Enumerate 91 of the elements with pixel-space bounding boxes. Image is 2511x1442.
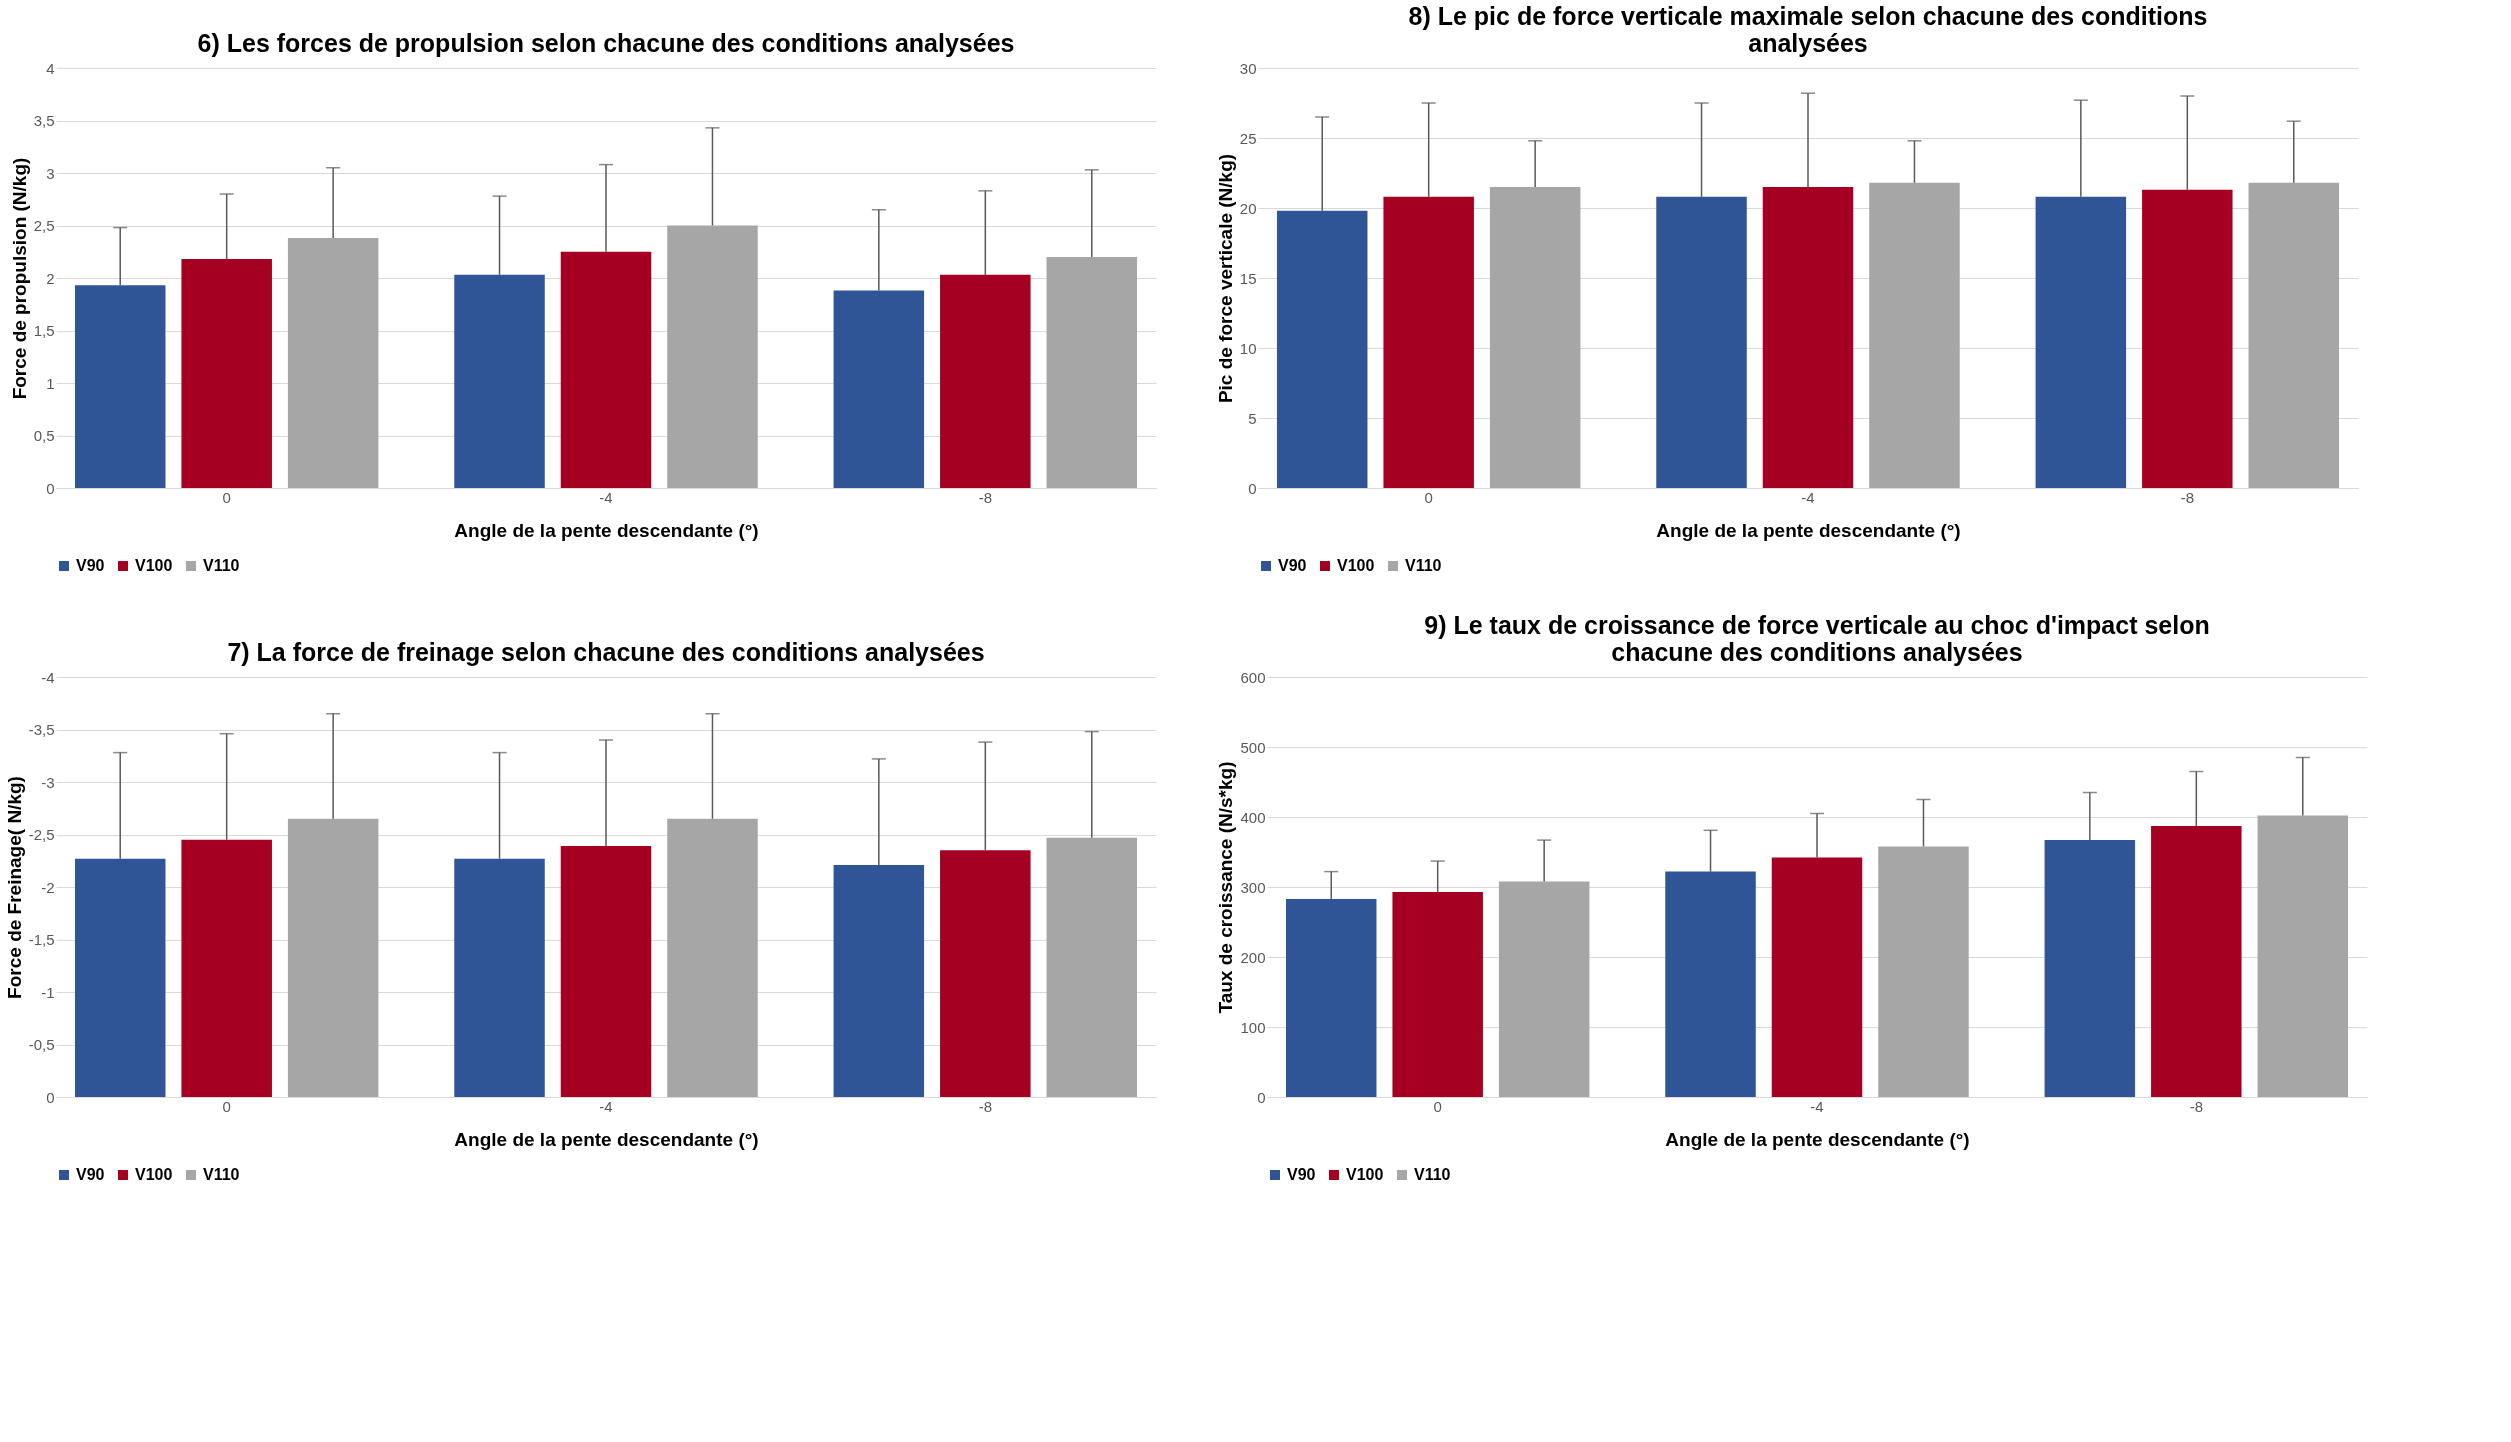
y-tick-label: 300 [1240,878,1266,896]
y-tick-label: 200 [1240,948,1266,966]
y-tick-label: -1 [41,983,55,1001]
y-tick-label: -2,5 [28,826,55,843]
bar [74,285,166,488]
legend-label: V100 [135,1166,173,1183]
y-tick-label: 2 [46,269,55,287]
x-tick-label: -8 [2189,1097,2203,1115]
x-axis-title: Angle de la pente descendante (°) [454,1128,759,1150]
y-tick-label: 15 [1239,269,1257,287]
bar [1285,898,1377,1097]
legend-label: V100 [135,557,173,574]
bar [2248,182,2340,488]
x-tick-label: 0 [1424,488,1433,506]
y-tick-label: 1 [46,374,55,392]
bar [940,274,1031,488]
x-tick-label: 0 [222,1097,231,1115]
x-tick-label: -4 [1810,1097,1824,1115]
legend-label: V90 [76,557,105,574]
y-axis-title: Taux de croissance (N/s*kg) [1215,761,1237,1014]
x-tick-label: 0 [1433,1097,1442,1115]
legend-label: V100 [1346,1166,1384,1183]
x-axis-title: Angle de la pente descendante (°) [1665,1128,1970,1150]
bar [667,225,758,488]
legend-label: V90 [76,1166,105,1183]
bar [1771,857,1863,1097]
y-tick-label: 4 [46,59,55,77]
x-axis-title: Angle de la pente descendante (°) [1656,519,1961,541]
x-tick-label: -8 [978,488,992,506]
legend-label: V110 [1405,557,1442,574]
bar [2257,815,2349,1097]
bar [1046,257,1138,488]
y-tick-label: 3,5 [33,112,55,129]
bar [1498,881,1590,1097]
x-tick-label: -8 [978,1097,992,1115]
y-tick-label: 400 [1240,808,1266,826]
legend-label: V100 [1337,557,1375,574]
y-tick-label: 1,5 [33,322,55,339]
bar [560,251,652,488]
bar [1383,196,1474,488]
y-tick-label: 25 [1239,129,1257,147]
y-axis-title: Force de Freinage( N/kg) [3,776,25,999]
bar [2044,840,2136,1097]
legend-label: V110 [1414,1166,1451,1183]
bar [1656,196,1747,488]
y-tick-label: -4 [41,668,55,686]
y-tick-label: 3 [46,164,55,182]
bar [1489,187,1581,488]
x-tick-label: -8 [2180,488,2194,506]
y-tick-label: -3 [41,773,55,791]
chart-title: 7) La force de freinage selon chacune des conditions analysées [227,638,985,666]
y-tick-label: 600 [1240,668,1266,686]
y-tick-label: 500 [1240,738,1266,756]
bar [833,290,925,488]
bar [1665,871,1756,1097]
bar [2151,826,2242,1097]
y-tick-label: 30 [1239,59,1257,77]
y-tick-label: 5 [1248,409,1257,427]
y-tick-label: -2 [41,878,55,896]
y-tick-label: -0,5 [28,1036,55,1053]
y-tick-label: 2,5 [33,217,55,234]
x-tick-label: -4 [1801,488,1815,506]
y-tick-label: 0,5 [33,427,55,444]
bar [1392,891,1483,1097]
bar [2035,196,2127,488]
y-tick-label: -1,5 [28,931,55,948]
y-axis-title: Force de propulsion (N/kg) [8,157,30,400]
legend-label: V90 [1278,557,1307,574]
y-tick-label: 10 [1239,339,1257,357]
x-tick-label: -4 [599,1097,613,1115]
y-tick-label: 100 [1240,1018,1266,1036]
x-tick-label: 0 [222,488,231,506]
chart-title: 8) Le pic de force verticale maximale selon chacune des conditions analysées [1408,2,2208,57]
x-axis-title: Angle de la pente descendante (°) [454,519,759,541]
legend-label: V110 [203,1166,240,1183]
bar [1878,846,1969,1097]
chart-title: 6) Les forces de propulsion selon chacune des conditions analysées [197,29,1015,57]
x-tick-label: -4 [599,488,613,506]
chart-title: 9) Le taux de croissance de force verticale au choc d'impact selon chacune des conditions analysées [1424,611,2210,666]
y-tick-label: 20 [1239,199,1257,217]
bar [287,238,379,488]
y-tick-label: -3,5 [28,721,55,738]
bar [1869,182,1960,488]
bar [1762,187,1854,488]
bar [2142,189,2233,488]
legend-label: V110 [203,557,240,574]
bar [181,259,272,488]
bar [454,274,545,488]
bar [1276,210,1368,488]
y-axis-title: Pic de force verticale (N/kg) [1214,153,1236,404]
legend-label: V90 [1287,1166,1316,1183]
